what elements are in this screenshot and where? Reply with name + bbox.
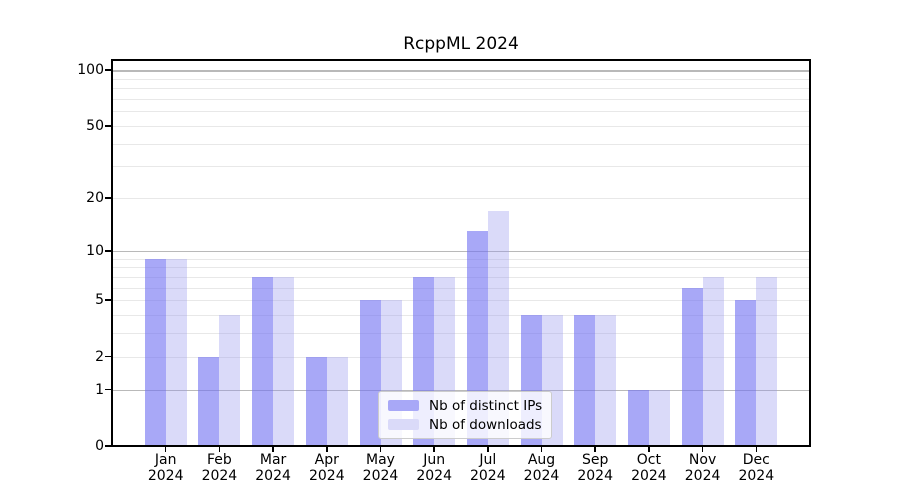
legend-swatch-distinct-ips-icon (388, 400, 419, 411)
legend: Nb of distinct IPs Nb of downloads (378, 391, 553, 439)
bar-downloads-oct (648, 389, 670, 446)
x-tick-year: 2024 (147, 467, 184, 484)
plot-area (111, 59, 811, 447)
y-tick-label: 10 (86, 242, 104, 259)
x-tick-month: Dec (742, 452, 770, 468)
x-tick-year: 2024 (255, 467, 291, 484)
x-tick-year: 2024 (362, 467, 399, 484)
x-tick-month: May (366, 452, 395, 468)
bars-layer (112, 60, 810, 446)
x-tick-label: Sep 2024 (555, 452, 635, 484)
bar-distinct-ips-nov (681, 287, 703, 446)
x-tick-month: Oct (636, 452, 661, 468)
bar-distinct-ips-apr (305, 356, 327, 446)
x-tick (433, 446, 435, 452)
bar-downloads-mar (273, 276, 295, 446)
x-tick-label: Mar 2024 (233, 452, 313, 484)
y-tick (105, 249, 111, 252)
y-tick (105, 125, 111, 127)
x-tick-year: 2024 (577, 467, 613, 484)
bar-distinct-ips-mar (252, 276, 274, 446)
bar-distinct-ips-oct (627, 389, 649, 446)
x-tick (379, 446, 382, 452)
x-tick-label: Jun 2024 (394, 452, 474, 484)
x-tick-month: Feb (206, 452, 232, 468)
x-tick-label: Jul 2024 (448, 452, 528, 484)
y-tick-label: 1 (95, 381, 104, 398)
x-tick-label: May 2024 (341, 452, 421, 484)
legend-item-downloads: Nb of downloads (388, 415, 542, 434)
x-tick (218, 446, 221, 452)
x-tick-year: 2024 (201, 467, 238, 484)
x-tick-year: 2024 (469, 467, 506, 484)
legend-label-downloads: Nb of downloads (429, 416, 542, 433)
x-tick-year: 2024 (631, 467, 667, 484)
bar-downloads-jul (487, 210, 509, 446)
x-tick-label: Jan 2024 (126, 452, 206, 484)
bar-distinct-ips-jan (144, 258, 166, 446)
x-tick-year: 2024 (523, 467, 560, 484)
x-tick-month: Aug (527, 452, 556, 468)
y-tick (105, 445, 111, 447)
x-tick-year: 2024 (738, 467, 775, 484)
bar-distinct-ips-sep (574, 314, 596, 446)
x-tick-label: Apr 2024 (287, 452, 367, 484)
x-tick (164, 446, 167, 452)
bar-downloads-jan (165, 258, 187, 446)
x-tick (648, 446, 650, 452)
y-tick (105, 388, 111, 391)
x-tick-month: Nov (688, 452, 717, 468)
x-tick-month: Apr (314, 452, 339, 468)
x-tick-month: Jul (479, 452, 497, 468)
x-tick-label: Dec 2024 (716, 452, 796, 484)
bar-downloads-apr (326, 356, 348, 446)
y-tick (105, 299, 111, 301)
x-tick (701, 446, 704, 452)
legend-label-distinct-ips: Nb of distinct IPs (429, 397, 543, 414)
y-tick (105, 197, 111, 199)
chart-title: RcppML 2024 (403, 34, 519, 54)
legend-item-distinct-ips: Nb of distinct IPs (388, 396, 542, 415)
x-tick-label: Feb 2024 (179, 452, 259, 484)
bar-downloads-sep (595, 314, 617, 446)
x-tick-month: Jan (154, 452, 177, 468)
bar-distinct-ips-feb (198, 356, 220, 446)
x-tick (325, 446, 328, 452)
x-tick-month: Mar (259, 452, 287, 468)
y-tick-label: 0 (95, 438, 104, 454)
bar-distinct-ips-dec (735, 300, 757, 446)
bar-downloads-dec (756, 276, 778, 446)
x-tick-year: 2024 (308, 467, 345, 484)
y-tick-label: 20 (86, 190, 104, 207)
x-tick-label: Nov 2024 (663, 452, 743, 484)
x-tick (272, 446, 274, 452)
x-tick-year: 2024 (684, 467, 721, 484)
x-tick-month: Sep (581, 452, 609, 468)
bar-distinct-ips-may (359, 300, 381, 446)
x-tick (487, 446, 489, 452)
x-tick (755, 446, 758, 452)
x-tick (540, 446, 543, 452)
y-tick-label: 50 (86, 117, 104, 134)
x-tick (594, 446, 597, 452)
x-tick-label: Oct 2024 (609, 452, 689, 484)
x-tick-year: 2024 (416, 467, 452, 484)
x-tick-month: Jun (423, 452, 446, 468)
legend-swatch-downloads-icon (388, 419, 419, 430)
y-tick-label: 100 (77, 62, 104, 79)
y-tick-label: 5 (95, 292, 104, 309)
y-tick-label: 2 (95, 348, 104, 365)
y-tick (105, 69, 111, 71)
bar-downloads-feb (219, 314, 241, 446)
x-tick-label: Aug 2024 (502, 452, 582, 484)
bar-downloads-nov (702, 276, 724, 446)
y-tick (105, 355, 111, 358)
